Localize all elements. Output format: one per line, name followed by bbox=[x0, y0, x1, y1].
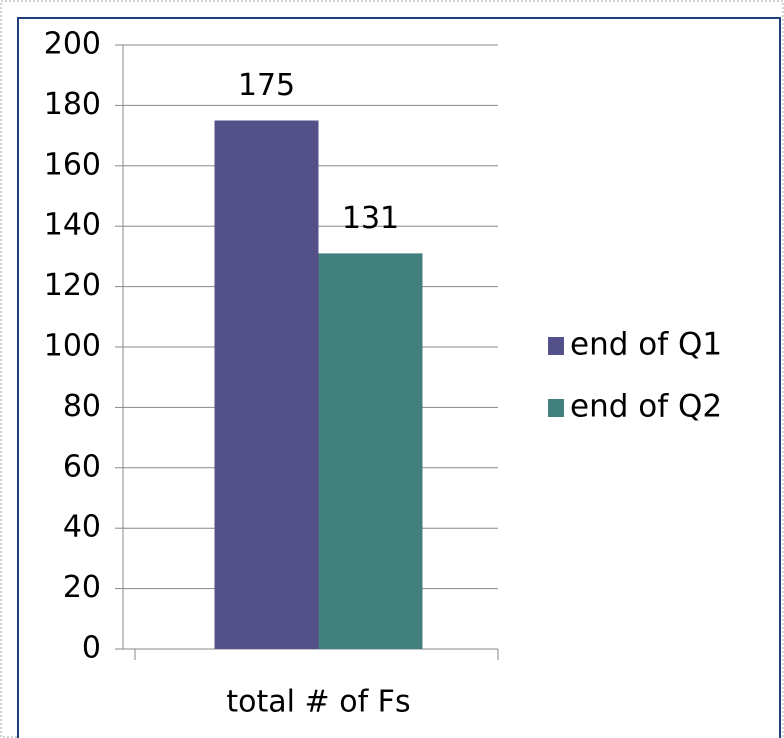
y-tick-label: 80 bbox=[63, 389, 101, 424]
y-tick-label: 100 bbox=[44, 329, 101, 364]
bar bbox=[318, 253, 423, 649]
y-tick-label: 20 bbox=[63, 570, 101, 605]
legend-label: end of Q1 bbox=[570, 327, 722, 363]
legend-label: end of Q2 bbox=[570, 389, 722, 425]
y-tick-label: 60 bbox=[63, 449, 101, 484]
y-tick-label: 40 bbox=[63, 510, 101, 545]
x-tick-label: total # of Fs bbox=[226, 685, 410, 720]
data-label: 131 bbox=[342, 201, 399, 236]
data-label: 175 bbox=[238, 68, 295, 103]
y-tick-label: 180 bbox=[44, 87, 101, 122]
legend-swatch bbox=[548, 399, 564, 417]
bar bbox=[214, 120, 319, 649]
y-tick-label: 200 bbox=[44, 27, 101, 62]
y-tick-label: 160 bbox=[44, 147, 101, 182]
y-tick-label: 140 bbox=[44, 208, 101, 243]
legend-swatch bbox=[548, 337, 564, 355]
y-tick-label: 120 bbox=[44, 268, 101, 303]
y-tick-label: 0 bbox=[82, 631, 101, 666]
